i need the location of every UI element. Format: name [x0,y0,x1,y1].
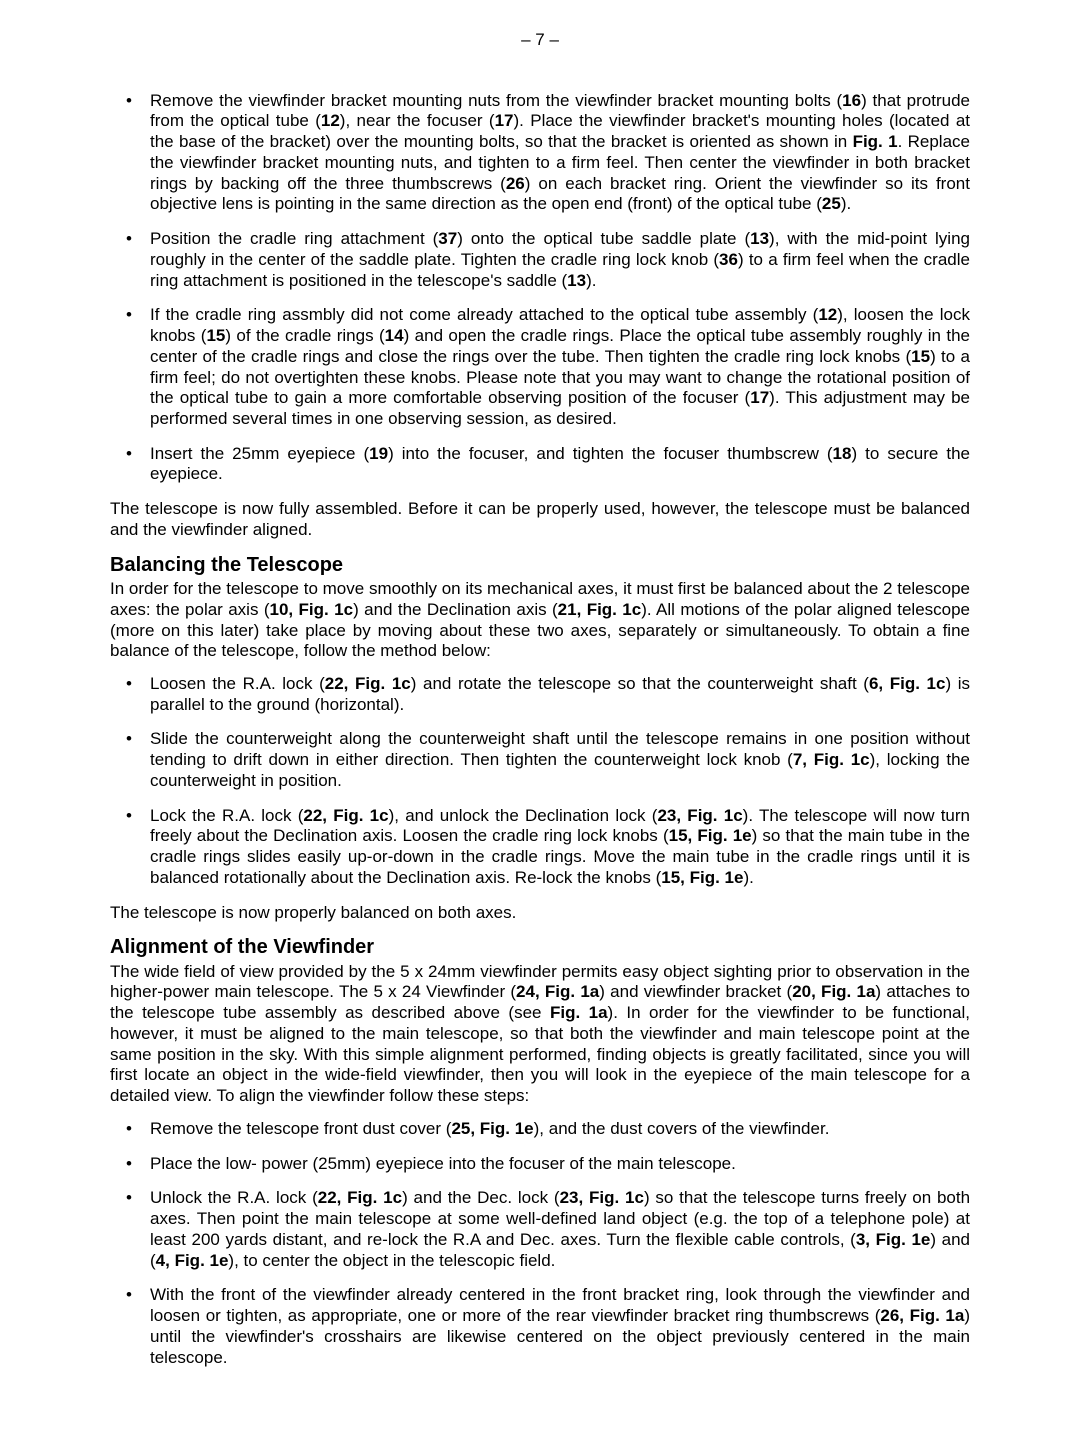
alignment-list: Remove the telescope front dust cover (2… [110,1119,970,1368]
balancing-list: Loosen the R.A. lock (22, Fig. 1c) and r… [110,674,970,889]
list-item: If the cradle ring assmbly did not come … [110,305,970,429]
list-item: Loosen the R.A. lock (22, Fig. 1c) and r… [110,674,970,715]
list-item: Insert the 25mm eyepiece (19) into the f… [110,444,970,485]
paragraph: In order for the telescope to move smoot… [110,579,970,662]
heading-balancing: Balancing the Telescope [110,553,970,577]
heading-alignment: Alignment of the Viewfinder [110,935,970,959]
paragraph: The telescope is now fully assembled. Be… [110,499,970,540]
page-number: – 7 – [110,30,970,51]
document-page: – 7 – Remove the viewfinder bracket moun… [0,0,1080,1442]
list-item: Unlock the R.A. lock (22, Fig. 1c) and t… [110,1188,970,1271]
list-item: With the front of the viewfinder already… [110,1285,970,1368]
list-item: Place the low- power (25mm) eyepiece int… [110,1154,970,1175]
paragraph: The wide field of view provided by the 5… [110,962,970,1107]
assembly-list: Remove the viewfinder bracket mounting n… [110,91,970,485]
list-item: Remove the telescope front dust cover (2… [110,1119,970,1140]
paragraph: The telescope is now properly balanced o… [110,903,970,924]
list-item: Remove the viewfinder bracket mounting n… [110,91,970,215]
list-item: Lock the R.A. lock (22, Fig. 1c), and un… [110,806,970,889]
list-item: Slide the counterweight along the counte… [110,729,970,791]
list-item: Position the cradle ring attachment (37)… [110,229,970,291]
